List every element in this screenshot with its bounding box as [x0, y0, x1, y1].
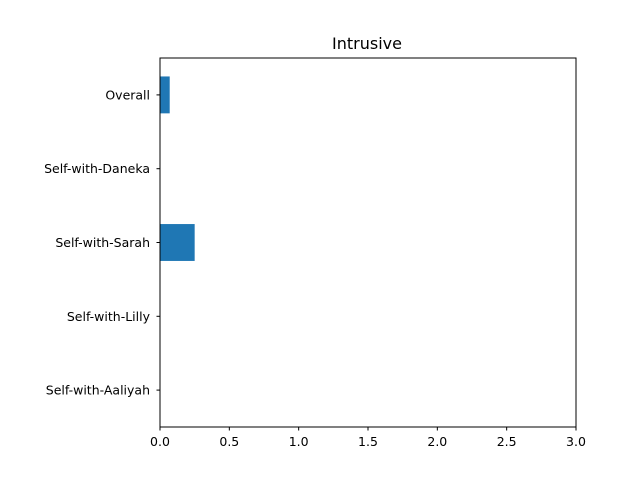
x-axis-ticks: 0.0 0.5 1.0 1.5 2.0 2.5 3.0	[150, 427, 586, 449]
y-tick-label: Self-with-Lilly	[67, 309, 151, 324]
bar-self-with-sarah	[160, 224, 195, 261]
x-tick-label: 0.0	[150, 434, 170, 449]
y-tick-label: Self-with-Aaliyah	[46, 383, 150, 398]
y-tick-label: Overall	[105, 87, 150, 102]
y-tick-label: Self-with-Sarah	[55, 235, 150, 250]
bars	[160, 76, 195, 261]
chart-title: Intrusive	[332, 34, 402, 53]
x-tick-label: 3.0	[566, 434, 586, 449]
x-tick-label: 2.0	[427, 434, 447, 449]
x-tick-label: 0.5	[219, 434, 239, 449]
x-tick-label: 1.0	[289, 434, 309, 449]
y-tick-label: Self-with-Daneka	[44, 161, 150, 176]
x-tick-label: 2.5	[497, 434, 517, 449]
bar-overall	[160, 76, 170, 114]
plot-frame	[159, 57, 577, 428]
x-tick-label: 1.5	[358, 434, 378, 449]
y-axis-ticks: Overall Self-with-Daneka Self-with-Sarah Se…	[44, 87, 160, 398]
